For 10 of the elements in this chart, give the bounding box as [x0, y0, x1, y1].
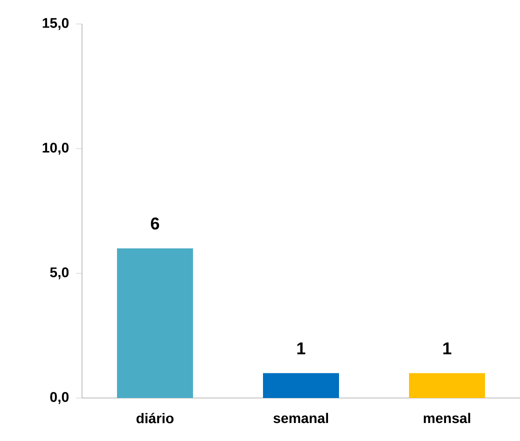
y-tick-label: 10,0: [42, 142, 69, 155]
data-label: 1: [443, 342, 452, 354]
x-tick-label: diário: [136, 412, 174, 424]
y-tick-label: 0,0: [50, 392, 69, 404]
x-tick-label: semanal: [273, 412, 328, 424]
y-tick-label: 5,0: [50, 267, 69, 280]
data-label: 6: [150, 217, 160, 230]
y-tick-label: 15,0: [42, 18, 69, 30]
x-tick-label: mensal: [424, 412, 470, 424]
data-label: 1: [297, 342, 306, 354]
